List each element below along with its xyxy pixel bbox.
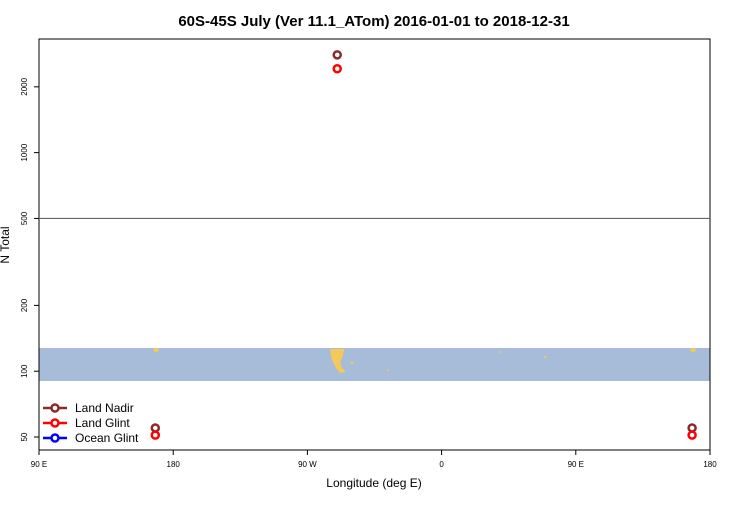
point — [332, 63, 342, 74]
chart-title: 60S-45S July (Ver 11.1_ATom) 2016-01-01 … — [178, 13, 569, 30]
x-tick-label: 90 E — [31, 460, 47, 469]
x-tick-label: 90 W — [298, 460, 317, 469]
y-axis-label: N Total — [0, 226, 12, 263]
legend-label: Land Glint — [75, 416, 130, 430]
point — [687, 430, 697, 440]
y-tick-label: 50 — [20, 432, 29, 441]
legend-label: Land Nadir — [75, 401, 134, 415]
y-tick-label: 500 — [20, 211, 29, 225]
legend-label: Ocean Glint — [75, 431, 139, 445]
plot-frame — [38, 38, 711, 451]
x-tick-label: 0 — [439, 460, 444, 469]
y-tick-label: 200 — [20, 298, 29, 312]
y-tick-label: 1000 — [20, 143, 29, 161]
y-tick-label: 2000 — [20, 77, 29, 95]
point — [332, 50, 342, 60]
y-tick-label: 100 — [20, 364, 29, 378]
x-tick-label: 90 E — [568, 460, 584, 469]
map-strip — [39, 348, 710, 381]
x-tick-label: 180 — [703, 460, 717, 469]
x-tick-label: 180 — [167, 460, 181, 469]
legend-swatch-marker — [50, 403, 60, 413]
point — [150, 430, 161, 440]
x-axis-label: Longitude (deg E) — [326, 476, 421, 490]
legend-swatch-marker — [50, 418, 60, 428]
legend-swatch-marker — [50, 433, 60, 443]
